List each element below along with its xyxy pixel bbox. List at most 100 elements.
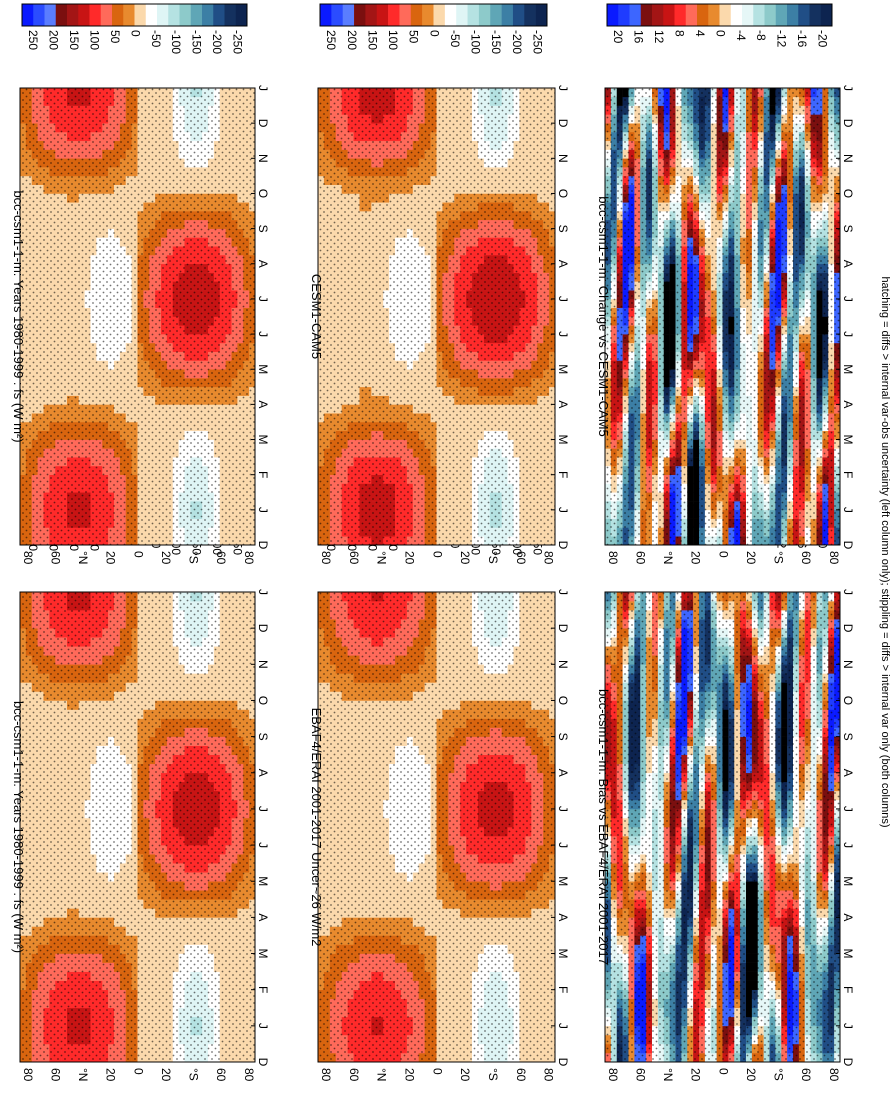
month-tick-label: N [556, 660, 570, 669]
colorbar-tick-label: 100 [386, 30, 400, 50]
month-tick-label: A [841, 400, 855, 408]
month-tick-label: O [841, 696, 855, 705]
lat-tick-label: 0 [131, 1068, 145, 1075]
month-tick-label: D [256, 1058, 270, 1067]
colorbar-tick-label: -100 [169, 30, 183, 54]
month-tick-label: D [556, 1058, 570, 1067]
stipple-overlay-p2 [20, 88, 255, 545]
month-tick-label: D [841, 541, 855, 550]
month-tick-label: S [556, 733, 570, 741]
month-tick-label: J [556, 85, 570, 91]
colorbar-tick-label: 0 [713, 30, 727, 37]
colorbar-tick-label: 8 [672, 30, 686, 37]
lat-tick-label: 80 [242, 551, 256, 565]
colorbar-tick-label: -50 [149, 30, 163, 48]
month-tick-label: D [556, 119, 570, 128]
lat-tick-label: °N [375, 551, 389, 564]
panel-title: CESM1-CAM5 [309, 274, 324, 359]
month-tick-label: J [841, 842, 855, 848]
month-tick-label: J [841, 296, 855, 302]
month-tick-label: J [256, 85, 270, 91]
month-tick-label: A [256, 400, 270, 408]
month-tick-label: D [841, 1058, 855, 1067]
month-tick-label: S [841, 733, 855, 741]
lat-tick-label: °S [772, 1068, 786, 1081]
month-tick-label: J [256, 842, 270, 848]
month-tick-label: M [556, 364, 570, 374]
month-tick-label: S [841, 225, 855, 233]
month-tick-label: O [556, 189, 570, 198]
month-tick-label: M [256, 876, 270, 886]
lat-tick-label: 20 [458, 1068, 472, 1082]
lat-tick-label: 60 [347, 551, 361, 565]
colorbar-tick-label: 12 [652, 30, 666, 44]
colorbar-tick-label: 200 [47, 30, 61, 50]
lat-tick-label: °N [76, 551, 90, 564]
lat-tick-label: 20 [402, 1068, 416, 1082]
colorbar-tick-label: -250 [231, 30, 245, 54]
month-tick-label: A [556, 400, 570, 408]
month-tick-label: J [256, 296, 270, 302]
lat-tick-label: 60 [214, 1068, 228, 1082]
month-tick-label: S [556, 225, 570, 233]
month-tick-label: S [256, 733, 270, 741]
month-tick-label: F [841, 471, 855, 478]
colorbar-tick-label: -100 [469, 30, 483, 54]
lat-tick-label: °N [661, 551, 675, 564]
month-tick-label: N [556, 154, 570, 163]
colorbar-tick-label: 50 [108, 30, 122, 44]
month-tick-label: J [256, 589, 270, 595]
month-tick-label: N [256, 660, 270, 669]
colorbar-tick-label: 0 [128, 30, 142, 37]
lat-tick-label: 0 [716, 551, 730, 558]
month-tick-label: D [556, 624, 570, 633]
colorbar-tick-label: -16 [795, 30, 809, 48]
colorbar-tick-label: -150 [190, 30, 204, 54]
month-tick-label: A [841, 913, 855, 921]
month-tick-label: M [841, 435, 855, 445]
lat-tick-label: 80 [542, 1068, 556, 1082]
lat-tick-label: °N [375, 1068, 389, 1081]
lat-tick-label: 0 [430, 551, 444, 558]
lat-tick-label: 80 [606, 1068, 620, 1082]
month-tick-label: J [841, 589, 855, 595]
colorbar-tick-label: -20 [816, 30, 830, 48]
month-tick-label: A [256, 913, 270, 921]
panel-title: bcc-csm1-1-m: Years 1980-1999 : fs (W m²… [11, 190, 26, 442]
month-tick-label: F [556, 986, 570, 993]
month-tick-label: O [256, 189, 270, 198]
lat-tick-label: 20 [458, 551, 472, 565]
lat-tick-label: 80 [21, 551, 35, 565]
lat-tick-label: 80 [827, 551, 841, 565]
lat-tick-label: °S [187, 1068, 201, 1081]
lat-tick-label: 20 [689, 1068, 703, 1082]
lat-tick-label: °N [661, 1068, 675, 1081]
lat-tick-label: °S [486, 551, 500, 564]
month-tick-label: O [841, 189, 855, 198]
colorbar-tick-label: -250 [531, 30, 545, 54]
lat-tick-label: 20 [402, 551, 416, 565]
panel-title: bcc-csm1-1-m: Bias vs EBAF4/ERAI 2001-20… [596, 689, 611, 965]
month-tick-label: A [556, 769, 570, 777]
lat-tick-label: 80 [827, 1068, 841, 1082]
month-tick-label: J [556, 507, 570, 513]
month-tick-label: A [841, 260, 855, 268]
lat-tick-label: 60 [633, 551, 647, 565]
month-tick-label: D [841, 119, 855, 128]
month-tick-label: J [841, 806, 855, 812]
lat-tick-label: 60 [514, 1068, 528, 1082]
month-tick-label: M [841, 876, 855, 886]
month-tick-label: M [256, 364, 270, 374]
lat-tick-label: 60 [48, 551, 62, 565]
stipple-overlay-p5 [605, 592, 840, 1062]
month-tick-label: O [256, 696, 270, 705]
month-tick-label: D [556, 541, 570, 550]
month-tick-label: F [256, 471, 270, 478]
colorbar-tick-label: 16 [632, 30, 646, 44]
